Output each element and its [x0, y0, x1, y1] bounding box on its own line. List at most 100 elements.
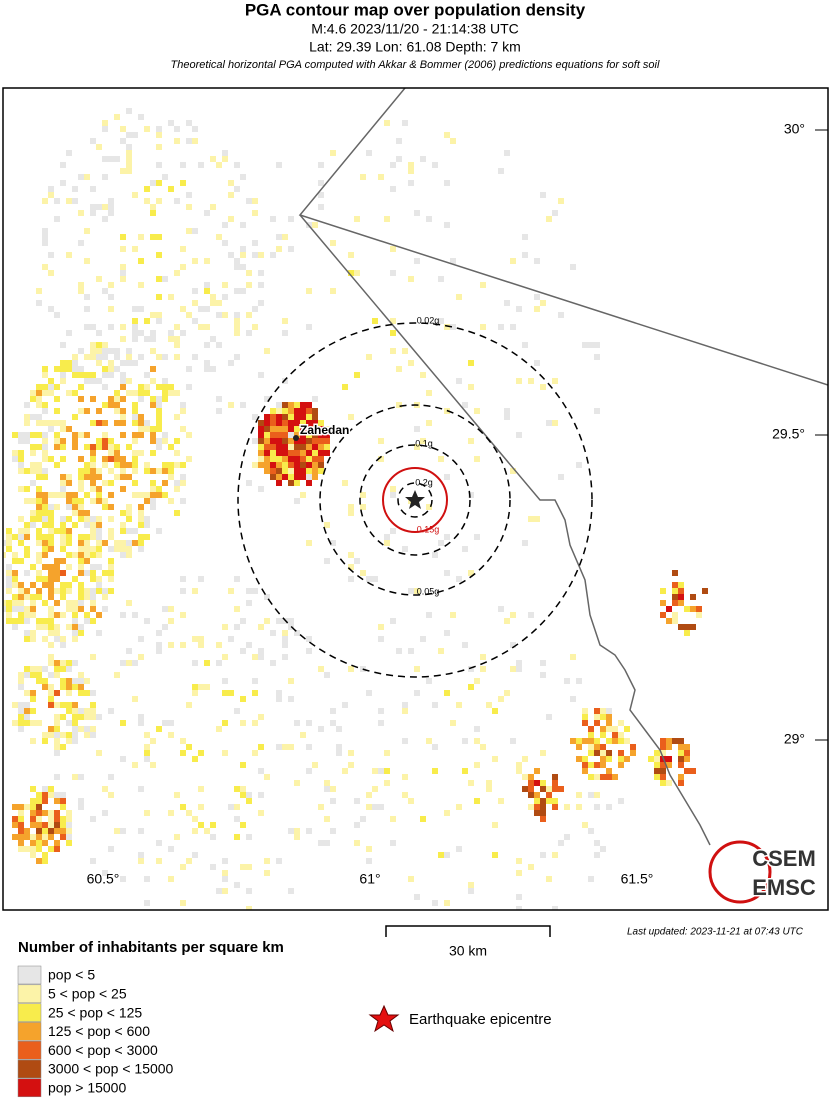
population-cell — [510, 258, 516, 264]
population-cell — [612, 738, 618, 744]
population-cell — [156, 642, 162, 648]
population-cell — [24, 690, 30, 696]
population-cell — [192, 588, 198, 594]
population-cell — [90, 654, 96, 660]
population-cell — [72, 498, 78, 504]
population-cell — [450, 324, 456, 330]
population-cell — [426, 612, 432, 618]
population-cell — [180, 864, 186, 870]
population-cell — [78, 456, 84, 462]
population-cell — [36, 720, 42, 726]
population-cell — [420, 156, 426, 162]
population-cell — [42, 234, 48, 240]
population-cell — [84, 294, 90, 300]
population-cell — [312, 408, 318, 414]
population-cell — [36, 792, 42, 798]
population-cell — [156, 396, 162, 402]
population-cell — [456, 576, 462, 582]
population-cell — [186, 744, 192, 750]
population-cell — [228, 180, 234, 186]
population-cell — [444, 324, 450, 330]
population-cell — [576, 792, 582, 798]
population-cell — [156, 276, 162, 282]
population-cell — [162, 438, 168, 444]
population-cell — [522, 786, 528, 792]
population-cell — [306, 288, 312, 294]
population-cell — [48, 822, 54, 828]
population-cell — [390, 318, 396, 324]
population-cell — [660, 780, 666, 786]
population-cell — [36, 672, 42, 678]
population-cell — [174, 198, 180, 204]
population-cell — [534, 798, 540, 804]
population-cell — [96, 204, 102, 210]
population-cell — [300, 444, 306, 450]
population-cell — [342, 480, 348, 486]
population-cell — [48, 534, 54, 540]
population-cell — [156, 162, 162, 168]
population-cell — [390, 492, 396, 498]
population-cell — [60, 792, 66, 798]
population-cell — [276, 402, 282, 408]
population-cell — [6, 528, 12, 534]
population-cell — [60, 486, 66, 492]
population-cell — [84, 618, 90, 624]
population-cell — [132, 492, 138, 498]
population-cell — [78, 468, 84, 474]
population-cell — [264, 618, 270, 624]
population-cell — [498, 696, 504, 702]
population-cell — [252, 438, 258, 444]
population-cell — [594, 342, 600, 348]
population-cell — [150, 498, 156, 504]
population-cell — [282, 426, 288, 432]
population-cell — [582, 762, 588, 768]
population-cell — [246, 642, 252, 648]
population-cell — [600, 846, 606, 852]
population-cell — [348, 252, 354, 258]
population-cell — [96, 354, 102, 360]
population-cell — [96, 714, 102, 720]
population-cell — [60, 420, 66, 426]
population-cell — [24, 432, 30, 438]
population-cell — [300, 492, 306, 498]
population-cell — [528, 612, 534, 618]
population-cell — [246, 588, 252, 594]
population-cell — [300, 462, 306, 468]
population-cell — [144, 372, 150, 378]
population-cell — [162, 606, 168, 612]
population-cell — [690, 624, 696, 630]
population-cell — [186, 120, 192, 126]
population-cell — [450, 138, 456, 144]
population-cell — [228, 636, 234, 642]
population-cell — [588, 744, 594, 750]
population-cell — [24, 594, 30, 600]
population-cell — [654, 756, 660, 762]
population-cell — [168, 498, 174, 504]
population-cell — [54, 528, 60, 534]
population-cell — [180, 738, 186, 744]
population-cell — [276, 474, 282, 480]
population-cell — [174, 792, 180, 798]
population-cell — [144, 810, 150, 816]
population-cell — [222, 294, 228, 300]
population-cell — [150, 312, 156, 318]
population-cell — [510, 324, 516, 330]
population-cell — [222, 240, 228, 246]
population-cell — [168, 642, 174, 648]
population-cell — [198, 306, 204, 312]
population-cell — [258, 486, 264, 492]
population-cell — [12, 624, 18, 630]
population-cell — [30, 834, 36, 840]
population-cell — [294, 480, 300, 486]
population-cell — [84, 708, 90, 714]
population-cell — [324, 816, 330, 822]
population-cell — [444, 132, 450, 138]
population-cell — [54, 492, 60, 498]
population-cell — [102, 594, 108, 600]
population-cell — [600, 732, 606, 738]
population-cell — [252, 414, 258, 420]
population-cell — [654, 774, 660, 780]
population-cell — [264, 456, 270, 462]
population-cell — [654, 768, 660, 774]
population-cell — [120, 234, 126, 240]
